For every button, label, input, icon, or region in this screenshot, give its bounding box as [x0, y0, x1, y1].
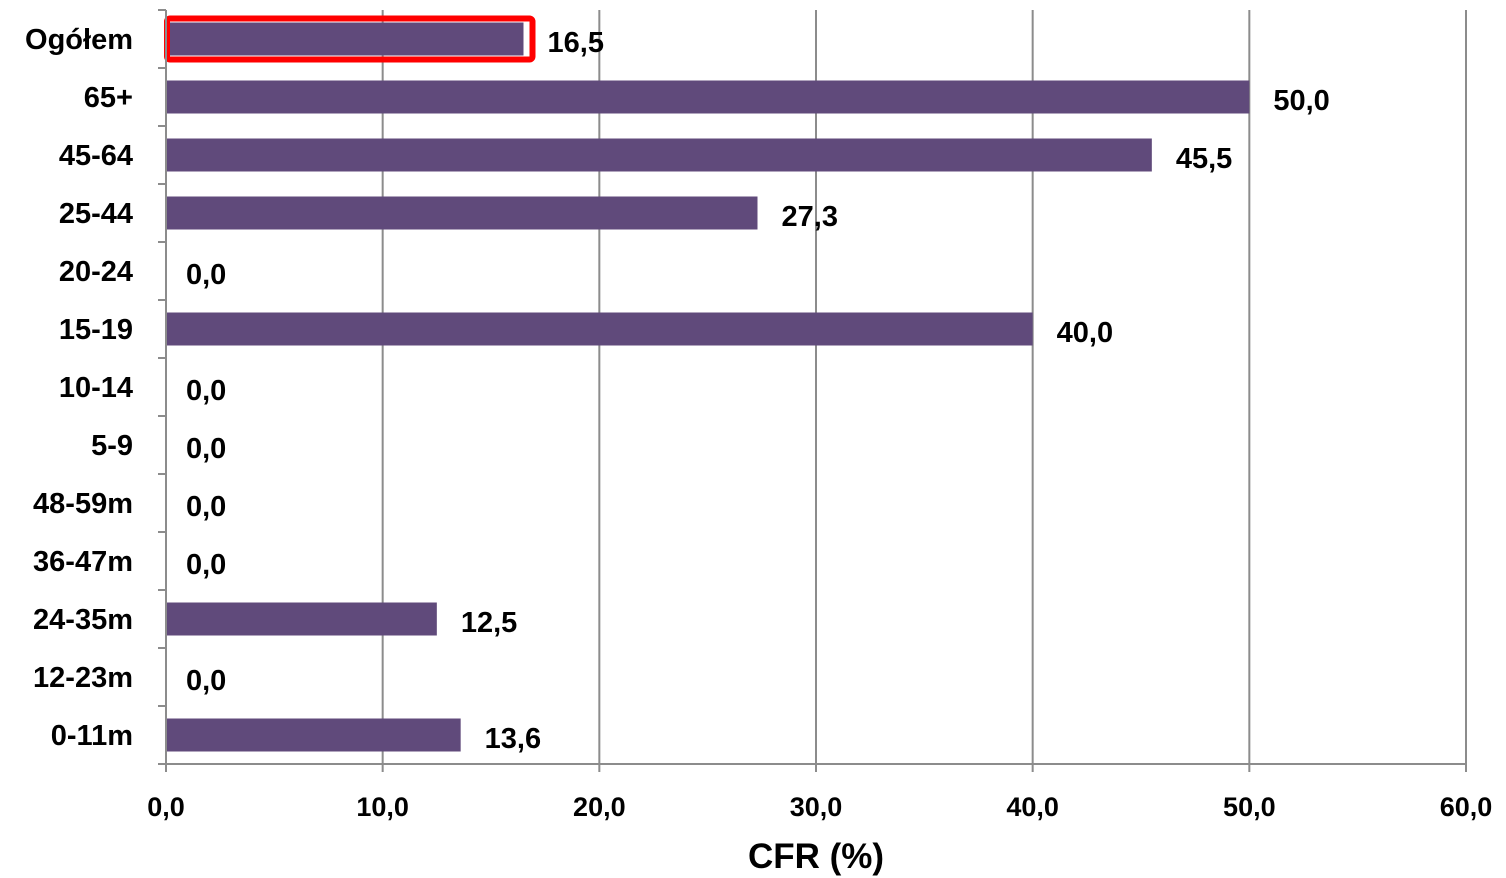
data-label: 0,0: [186, 665, 226, 697]
category-label: 48-59m: [33, 488, 133, 520]
category-label: 0-11m: [51, 720, 133, 752]
category-label: 25-44: [59, 198, 133, 230]
gridlines: [381, 10, 1467, 764]
x-tick-label: 30,0: [790, 792, 843, 822]
data-label: 50,0: [1273, 85, 1329, 117]
category-label: 65+: [84, 82, 133, 114]
data-label: 0,0: [186, 491, 226, 523]
x-tick-label: 50,0: [1223, 792, 1276, 822]
data-label: 0,0: [186, 433, 226, 465]
x-tick-label: 10,0: [356, 792, 409, 822]
data-label: 40,0: [1057, 317, 1113, 349]
category-labels: Ogółem 65+ 45-64 25-44 20-24 15-19 10-14 5-9 48-…: [25, 24, 133, 752]
bar: [166, 718, 461, 752]
x-tick-label: 20,0: [573, 792, 626, 822]
bar: [166, 602, 437, 636]
category-label: 10-14: [59, 372, 133, 404]
category-label: 15-19: [59, 314, 133, 346]
data-labels: 16,5 50,0 45,5 27,3 0,0 40,0 0,0 0,0 0,0 0,0 12,5 0…: [186, 27, 1330, 755]
category-label: 20-24: [59, 256, 133, 288]
bar: [166, 138, 1152, 172]
category-label: 24-35m: [33, 604, 133, 636]
bar: [166, 22, 524, 56]
bar: [166, 196, 758, 230]
data-label: 27,3: [782, 201, 838, 233]
data-label: 12,5: [461, 607, 517, 639]
x-tick-label: 0,0: [147, 792, 185, 822]
category-label: 5-9: [91, 430, 133, 462]
category-label: 45-64: [59, 140, 133, 172]
bars: [164, 15, 1250, 752]
data-label: 16,5: [548, 27, 604, 59]
data-label: 45,5: [1176, 143, 1232, 175]
data-label: 0,0: [186, 259, 226, 291]
category-label: Ogółem: [25, 24, 133, 56]
bar: [166, 80, 1250, 114]
x-tick-label: 60,0: [1440, 792, 1493, 822]
data-label: 13,6: [485, 723, 541, 755]
x-tick-label: 40,0: [1006, 792, 1059, 822]
axes: [158, 9, 1467, 772]
bar: [166, 312, 1033, 346]
x-axis-title: CFR (%): [748, 837, 884, 876]
category-label: 12-23m: [33, 662, 133, 694]
data-label: 0,0: [186, 375, 226, 407]
x-tick-labels: 0,0 10,0 20,0 30,0 40,0 50,0 60,0: [147, 792, 1492, 822]
category-label: 36-47m: [33, 546, 133, 578]
data-label: 0,0: [186, 549, 226, 581]
